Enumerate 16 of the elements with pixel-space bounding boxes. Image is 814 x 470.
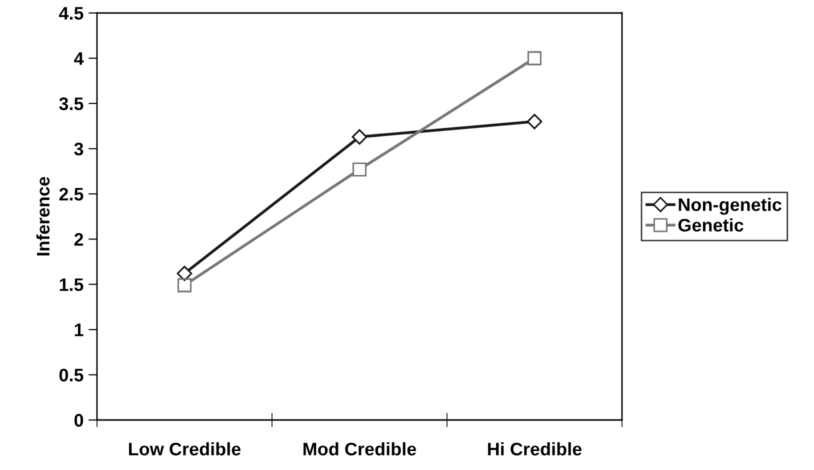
y-tick-label: 2.5 (59, 188, 84, 201)
y-tick-label: 1.5 (60, 278, 84, 292)
y-tick-label: 0.5 (59, 368, 84, 382)
y-tick-label: 4.5 (58, 7, 84, 20)
y-tick-label: 3 (74, 142, 84, 156)
y-tick-label: 2 (74, 233, 84, 246)
x-tick-label: Mod Credible (304, 442, 416, 456)
x-tick-label: Hi Credible (488, 442, 582, 456)
y-tick-label: 0 (74, 414, 84, 427)
y-tick-label: 1 (74, 324, 84, 336)
y-tick-label: 3.5 (59, 97, 84, 110)
y-axis-title: Inference (36, 176, 50, 256)
x-tick-label: Low Credible (129, 442, 241, 456)
legend-label: Genetic (678, 218, 744, 232)
y-tick-label: 4 (74, 52, 84, 65)
legend-label: Non-genetic (678, 198, 782, 215)
